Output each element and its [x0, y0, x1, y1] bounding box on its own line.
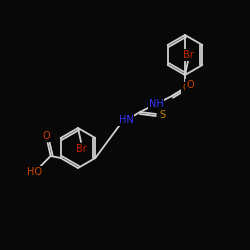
- Text: O: O: [182, 83, 190, 93]
- Text: O: O: [186, 80, 194, 90]
- Text: O: O: [43, 131, 50, 141]
- Text: HN: HN: [119, 115, 134, 125]
- Text: NH: NH: [148, 99, 164, 109]
- Text: Br: Br: [76, 144, 86, 154]
- Text: Br: Br: [182, 50, 194, 60]
- Text: S: S: [159, 110, 165, 120]
- Text: HO: HO: [27, 167, 42, 177]
